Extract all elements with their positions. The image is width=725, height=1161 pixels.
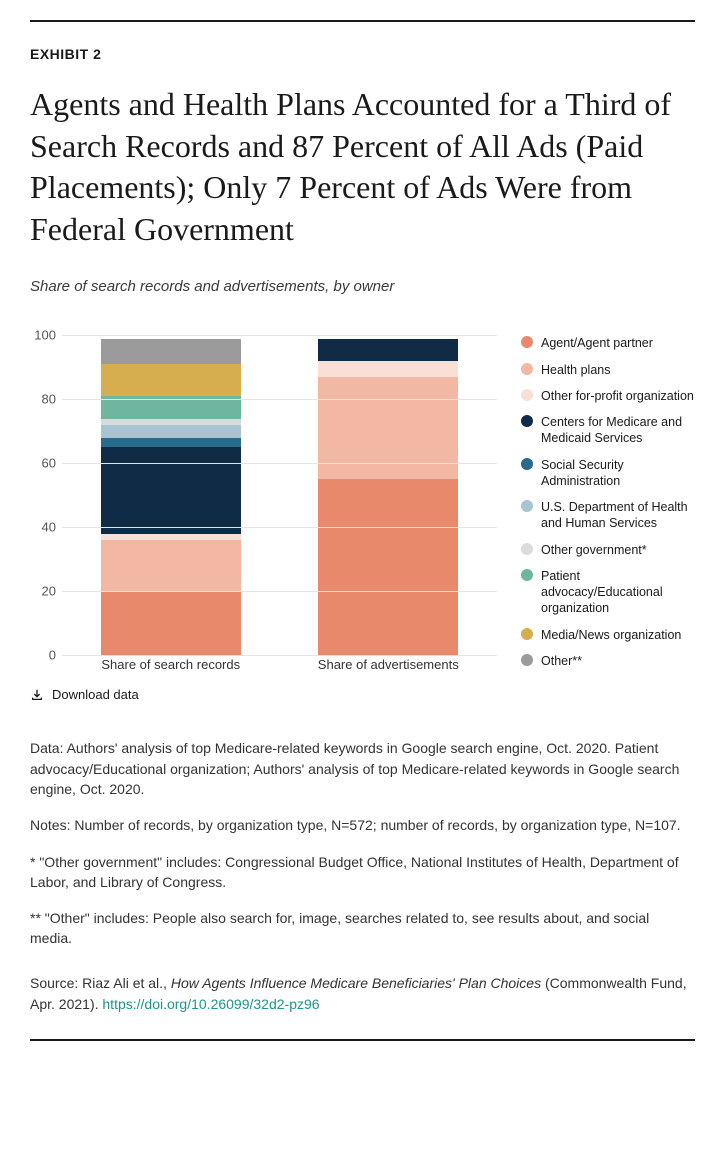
legend-label: Media/News organization [541,627,681,643]
chart-area: 020406080100 Share of search recordsShar… [30,335,497,702]
legend-swatch [521,543,533,555]
legend-item: U.S. Department of Health and Human Serv… [521,499,695,532]
bar-segment-cms [318,339,458,361]
legend-swatch [521,363,533,375]
bar-segment-hhs [101,425,241,438]
gridline [62,655,497,656]
bar-column [101,335,241,655]
plot-area [62,335,497,655]
bottom-rule [30,1039,695,1041]
y-tick: 60 [42,456,56,471]
source-doi-link[interactable]: https://doi.org/10.26099/32d2-pz96 [102,996,319,1012]
y-axis: 020406080100 [30,335,62,655]
download-data-link[interactable]: Download data [30,687,497,702]
gridline [62,335,497,336]
source-citation: Source: Riaz Ali et al., How Agents Infl… [30,973,695,1015]
bar-segment-agent [101,591,241,655]
chart-wrap: 020406080100 Share of search recordsShar… [30,335,695,702]
notes-data: Data: Authors' analysis of top Medicare-… [30,738,695,799]
chart-subtitle: Share of search records and advertisemen… [30,278,695,295]
legend-label: Agent/Agent partner [541,335,653,351]
legend-swatch [521,415,533,427]
y-tick: 40 [42,520,56,535]
top-rule [30,20,695,22]
legend-item: Agent/Agent partner [521,335,695,351]
download-icon [30,688,44,702]
legend-item: Health plans [521,362,695,378]
notes-section: Data: Authors' analysis of top Medicare-… [30,738,695,948]
chart-title: Agents and Health Plans Accounted for a … [30,84,695,250]
legend-item: Patient advocacy/Educational organizatio… [521,568,695,617]
legend-item: Other** [521,653,695,669]
x-label: Share of search records [91,657,251,675]
legend-label: Other government* [541,542,647,558]
bar-segment-media [101,364,241,396]
legend-label: Social Security Administration [541,457,695,490]
legend-label: Patient advocacy/Educational organizatio… [541,568,695,617]
gridline [62,527,497,528]
legend-label: Centers for Medicare and Medicaid Servic… [541,414,695,447]
bar-segment-cms [101,447,241,533]
legend-swatch [521,500,533,512]
legend-item: Media/News organization [521,627,695,643]
legend-item: Other government* [521,542,695,558]
legend-item: Centers for Medicare and Medicaid Servic… [521,414,695,447]
bar-segment-health [101,540,241,591]
gridline [62,399,497,400]
gridline [62,591,497,592]
legend-label: Other for-profit organization [541,388,694,404]
legend-swatch [521,628,533,640]
y-tick: 80 [42,392,56,407]
x-label: Share of advertisements [308,657,468,675]
stacked-bar-chart: 020406080100 Share of search recordsShar… [30,335,497,675]
x-axis-labels: Share of search records Share of advertis… [62,657,497,675]
y-tick: 100 [34,328,56,343]
bar-segment-otherfp [318,361,458,377]
bars-container [62,335,497,655]
bar-column [318,335,458,655]
legend-label: U.S. Department of Health and Human Serv… [541,499,695,532]
bar-segment-ssa [101,438,241,448]
y-tick: 20 [42,584,56,599]
legend-item: Other for-profit organization [521,388,695,404]
bar-segment-other [101,339,241,365]
y-tick: 0 [49,648,56,663]
notes-star1: * "Other government" includes: Congressi… [30,852,695,893]
source-title: How Agents Influence Medicare Beneficiar… [171,975,541,991]
legend-swatch [521,654,533,666]
notes-n: Notes: Number of records, by organizatio… [30,815,695,835]
legend-swatch [521,569,533,581]
legend-swatch [521,458,533,470]
bar-segment-agent [318,479,458,655]
legend-swatch [521,389,533,401]
download-label: Download data [52,687,139,702]
exhibit-label: EXHIBIT 2 [30,46,695,62]
legend: Agent/Agent partner Health plans Other for… [521,335,695,702]
legend-label: Other** [541,653,582,669]
legend-swatch [521,336,533,348]
notes-star2: ** "Other" includes: People also search … [30,908,695,949]
source-prefix: Source: Riaz Ali et al., [30,975,171,991]
legend-label: Health plans [541,362,611,378]
gridline [62,463,497,464]
legend-item: Social Security Administration [521,457,695,490]
